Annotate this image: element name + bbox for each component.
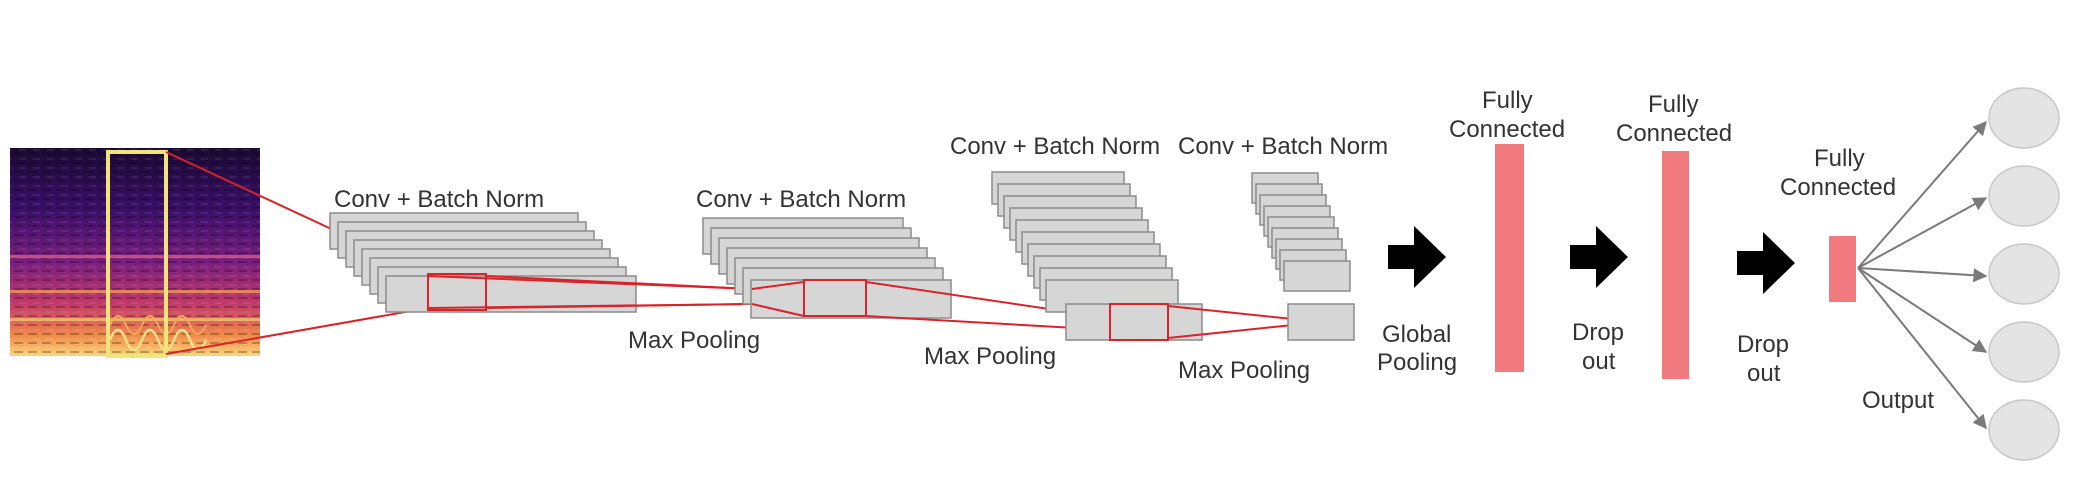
output-neuron: [1988, 321, 2060, 383]
conv1-pool-box: [427, 273, 487, 311]
label-dropout-1-line2: out: [1582, 348, 1616, 375]
label-fc1-line1: Fully: [1482, 87, 1533, 114]
output-connections: [1857, 120, 1988, 430]
rf-line-input-bottom: [165, 307, 429, 355]
rf-line-conv2-bottom-left: [751, 303, 805, 317]
rf-line-conv2-top-left: [751, 281, 805, 290]
output-neuron: [1988, 243, 2060, 305]
label-conv-block-4: Conv + Batch Norm: [1178, 133, 1388, 160]
output-neurons: [1988, 87, 2060, 461]
label-fc1-line2: Connected: [1449, 116, 1565, 143]
label-dropout-2-line2: out: [1747, 360, 1781, 387]
label-global-pooling-2: Pooling: [1377, 349, 1457, 376]
label-dropout-1-line1: Drop: [1572, 319, 1624, 346]
label-conv-block-1: Conv + Batch Norm: [334, 186, 544, 213]
arrow-icon-dropout-1: [1570, 226, 1628, 288]
label-fc2-line2: Connected: [1616, 120, 1732, 147]
label-max-pooling-3: Max Pooling: [1178, 357, 1310, 384]
fully-connected-layer-2: [1662, 151, 1689, 379]
label-conv-block-2: Conv + Batch Norm: [696, 186, 906, 213]
label-output: Output: [1862, 387, 1934, 414]
input-window-highlight: [106, 150, 168, 358]
conv-block-2: [702, 217, 952, 319]
rf-line-conv1-top-left: [427, 275, 753, 290]
arrow-icon-global-pooling: [1388, 226, 1446, 288]
label-max-pooling-1: Max Pooling: [628, 327, 760, 354]
label-global-pooling-1: Global: [1382, 321, 1451, 348]
arrow-icon-dropout-2: [1737, 232, 1795, 294]
label-fc3-line1: Fully: [1814, 145, 1865, 172]
label-fc2-line1: Fully: [1648, 91, 1699, 118]
label-conv-block-3: Conv + Batch Norm: [950, 133, 1160, 160]
fully-connected-layer-3: [1829, 236, 1856, 302]
conv2-receptive-box: [803, 279, 867, 317]
conv3-receptive-box: [1109, 303, 1169, 341]
fully-connected-layer-1: [1495, 144, 1524, 372]
label-max-pooling-2: Max Pooling: [924, 343, 1056, 370]
label-fc3-line2: Connected: [1780, 174, 1896, 201]
input-spectrogram: [10, 148, 260, 356]
conv-block-3: [991, 171, 1203, 341]
output-neuron: [1988, 165, 2060, 227]
output-neuron: [1988, 87, 2060, 149]
rf-line-conv1-bottom-left: [427, 303, 753, 309]
label-dropout-2-line1: Drop: [1737, 331, 1789, 358]
output-neuron: [1988, 399, 2060, 461]
conv-block-1: [329, 212, 637, 313]
conv-block-4: [1251, 172, 1355, 341]
